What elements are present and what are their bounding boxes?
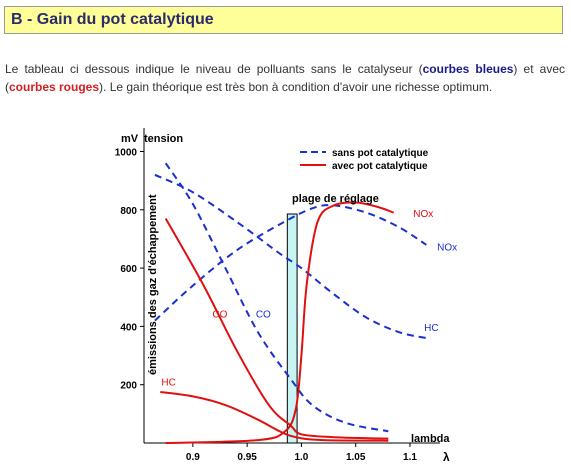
band-label: plage de réglage [292,193,379,205]
y-tick-label: 1000 [115,147,138,158]
intro-text-3: ). Le gain théorique est très bon à cond… [99,80,493,94]
y-tick-label: 400 [120,322,137,333]
y-tick-label: 600 [120,264,137,275]
curve-label: CO [212,310,227,321]
x-tick-label: 1.0 [294,452,308,463]
section-header: B - Gain du pot catalytique [4,6,563,34]
x-tick-label: 1.1 [403,452,417,463]
x-tick-label: 0.95 [237,452,257,463]
series-nox-without-catalyst [154,204,427,322]
legend-label: sans pot catalytique [332,148,429,159]
curve-label: HC [424,323,438,334]
curve-label: CO [256,310,271,321]
intro-red-label: courbes rouges [9,80,100,94]
legend-label: avec pot catalytique [332,161,428,172]
y-axis-title-side: émissions des gaz d'échappement [147,194,159,375]
y-tick-label: 200 [120,381,137,392]
emissions-chart: 200 400 600 800 1000 0.9 0.95 1.0 1.05 1.1 NOx NOx… [115,128,457,464]
series-nox-with-catalyst [165,201,395,444]
x-axis-title: lambda [411,433,450,445]
series-hc-without-catalyst [154,173,427,340]
intro-blue-label: courbes bleues [422,62,514,76]
y-axis-unit: mV [121,133,139,145]
curve-label: NOx [437,243,457,254]
section-title: B - Gain du pot catalytique [11,11,214,28]
curve-label: HC [161,377,175,388]
intro-text-2: ) et avec ( [5,62,565,94]
intro-text-1: Le tableau ci dessous indique le niveau … [5,62,423,76]
intro-paragraph: Le tableau ci dessous indique le niveau … [5,60,565,96]
x-tick-label: 0.9 [186,452,200,463]
x-tick-label: 1.05 [346,452,366,463]
x-axis-symbol: λ [443,450,450,464]
series-hc-with-catalyst [160,391,389,442]
series-co-with-catalyst [164,218,389,440]
y-axis-title-top: tension [144,133,183,145]
y-tick-label: 800 [120,206,137,217]
series-co-without-catalyst [164,162,389,433]
curve-label: NOx [413,209,433,220]
